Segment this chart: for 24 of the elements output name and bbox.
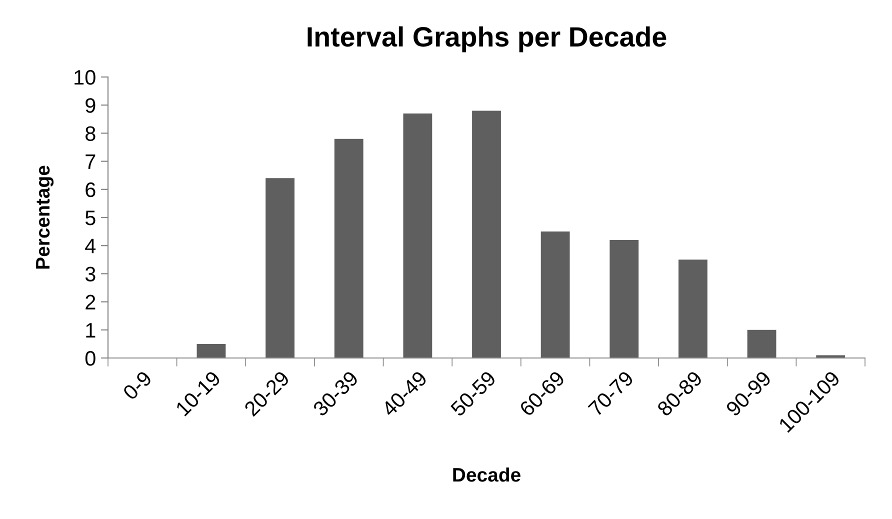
bar xyxy=(678,260,708,358)
y-tick-label: 10 xyxy=(74,70,96,85)
y-tick-label: 9 xyxy=(86,98,96,113)
bar xyxy=(472,110,501,358)
x-axis-title: Decade xyxy=(453,467,520,482)
bar xyxy=(747,330,776,358)
y-tick-label: 6 xyxy=(86,182,96,198)
y-tick-label: 8 xyxy=(86,126,96,141)
y-tick-label: 3 xyxy=(85,266,96,282)
bar xyxy=(196,344,226,358)
y-tick-label: 7 xyxy=(86,154,96,169)
y-tick-label: 0 xyxy=(85,351,96,366)
y-axis-title: Percentage xyxy=(36,166,54,269)
bar xyxy=(610,240,639,358)
bar xyxy=(540,232,570,358)
y-tick-label: 5 xyxy=(85,210,96,226)
y-tick-label: 4 xyxy=(85,238,96,254)
bar xyxy=(403,114,432,358)
chart-title: Interval Graphs per Decade xyxy=(308,26,666,52)
y-tick-label: 2 xyxy=(86,294,96,310)
bar xyxy=(266,178,294,358)
y-tick-label: 1 xyxy=(86,323,96,338)
x-tick-label: 0-9 xyxy=(122,370,153,401)
bar xyxy=(334,138,364,358)
